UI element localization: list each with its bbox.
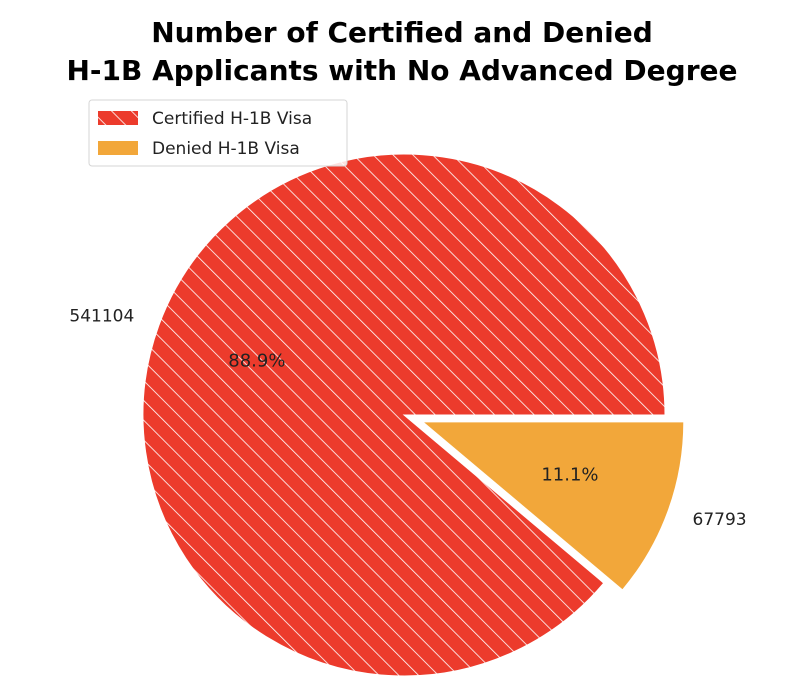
pie-slice-0 — [142, 153, 666, 677]
pie-slices — [142, 153, 685, 677]
pie-value-label-0: 541104 — [69, 307, 134, 327]
legend-swatch-certified — [98, 111, 138, 125]
pie-value-label-1: 67793 — [693, 510, 747, 530]
pie-slice-1 — [421, 421, 685, 591]
chart-title: Number of Certified and Denied H-1B Appl… — [67, 16, 738, 87]
legend-frame — [88, 99, 348, 167]
pie-percent-label-0: 88.9% — [228, 350, 285, 371]
pie-percent-label-1: 11.1% — [541, 465, 598, 486]
legend: Certified H-1B Visa Denied H-1B Visa — [88, 99, 348, 167]
pie-labels: 541104 88.9% 67793 11.1% — [69, 307, 746, 531]
chart-title-line-1: Number of Certified and Denied — [151, 16, 653, 49]
chart-title-line-2: H-1B Applicants with No Advanced Degree — [67, 54, 738, 87]
legend-label-denied: Denied H-1B Visa — [152, 139, 300, 159]
legend-swatch-denied — [98, 141, 138, 155]
legend-label-certified: Certified H-1B Visa — [152, 109, 312, 129]
